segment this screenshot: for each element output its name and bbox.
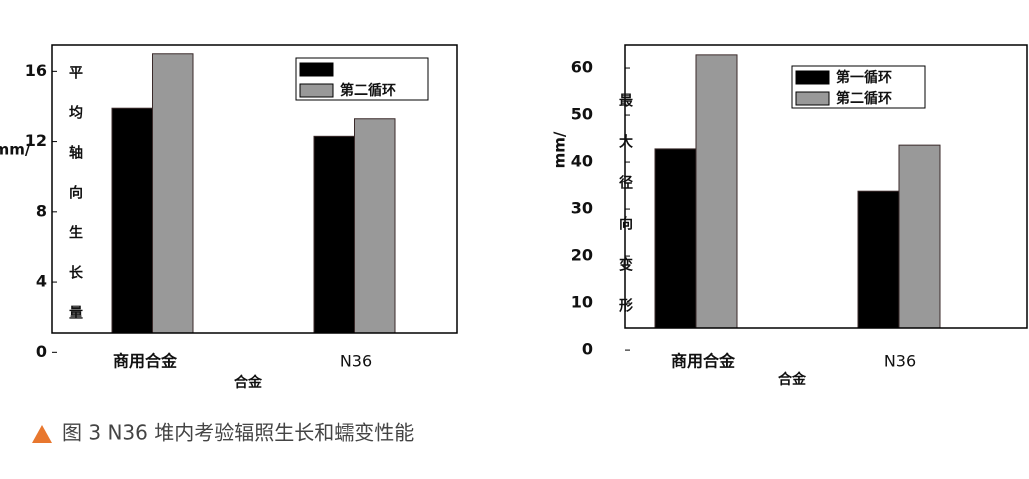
legend-swatch [299,62,334,77]
y-tick-label: 8 [36,201,47,220]
y-tick-label: 10 [571,293,593,312]
caption-marker [32,425,52,443]
x-axis-label: 合金 [778,371,807,388]
bar [111,107,153,334]
inner-axis-label: 平均轴向生长量 [67,65,83,345]
y-tick-label: 4 [36,272,47,291]
x-tick-label: 商用合金 [671,352,736,371]
y-tick-label: 30 [571,199,593,218]
x-tick-label: N36 [884,352,916,371]
y-tick-label: 20 [571,246,593,265]
y-tick-label: 60 [571,58,593,77]
bar [152,53,194,334]
y-tick-label: 0 [36,342,47,361]
bar [313,135,355,334]
y-axis-label: mm/ [551,131,569,168]
legend-label: 第一循环 [836,69,892,86]
plot-frame [51,44,458,334]
x-tick-label: N36 [340,352,372,371]
legend-swatch [299,83,334,98]
caption: 图 3 N36 堆内考验辐照生长和蠕变性能 [62,421,414,445]
y-tick-label: 12 [25,131,47,150]
bar [654,148,697,329]
bar [857,190,900,329]
y-tick-label: 0 [582,340,593,359]
bar [898,144,941,329]
legend-label: 第二循环 [836,90,892,107]
plot-frame [624,44,1028,329]
y-tick-label: 40 [571,152,593,171]
legend-swatch [795,70,830,85]
y-tick-label: 50 [571,105,593,124]
x-axis-label: 合金 [234,374,263,391]
bar [695,54,738,329]
x-tick-label: 商用合金 [113,352,178,371]
inner-axis-label: 最大径向变形 [617,92,633,339]
legend-label: 第二循环 [340,82,396,99]
y-axis-label: mm/ [0,141,31,159]
y-tick-label: 16 [25,61,47,80]
legend-swatch [795,91,830,106]
bar [354,118,396,334]
